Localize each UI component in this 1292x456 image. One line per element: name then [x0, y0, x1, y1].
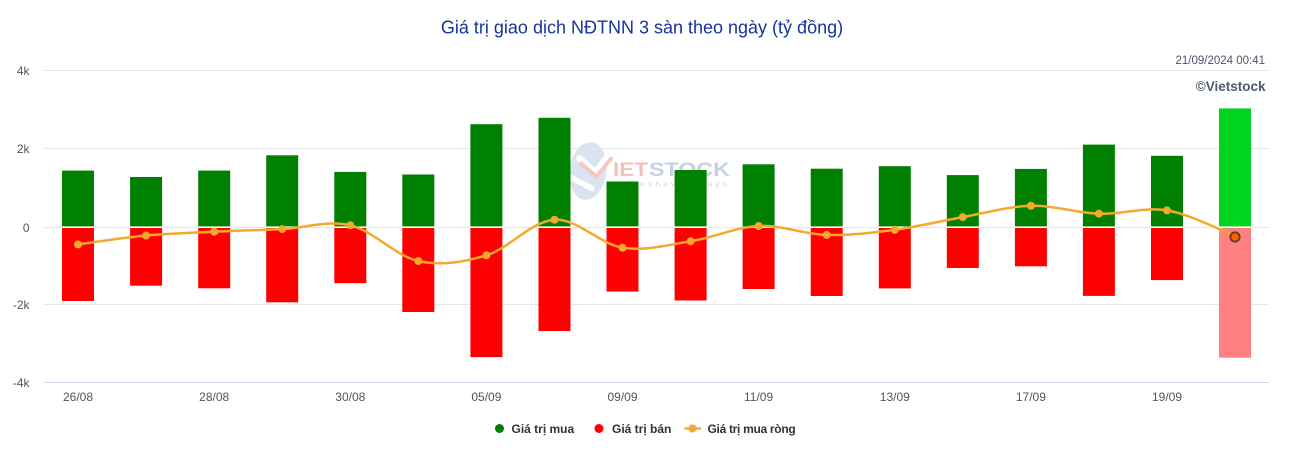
svg-text:4k: 4k: [17, 64, 31, 78]
svg-text:Giá trị giao dịch NĐTNN 3 sàn: Giá trị giao dịch NĐTNN 3 sàn theo ngày …: [441, 18, 843, 38]
svg-text:26/08: 26/08: [63, 390, 93, 404]
svg-text:21/09/2024 00:41: 21/09/2024 00:41: [1175, 55, 1265, 67]
svg-text:11/09: 11/09: [744, 390, 773, 404]
svg-text:13/09: 13/09: [880, 390, 910, 404]
svg-text:-4k: -4k: [13, 376, 31, 390]
svg-text:Giá trị mua: Giá trị mua: [512, 422, 575, 436]
svg-text:2k: 2k: [17, 142, 31, 156]
svg-text:19/09: 19/09: [1152, 390, 1182, 404]
svg-text:Giá trị bán: Giá trị bán: [612, 422, 671, 436]
svg-text:Giá trị mua ròng: Giá trị mua ròng: [708, 422, 796, 436]
svg-text:-2k: -2k: [13, 298, 31, 312]
svg-text:0: 0: [23, 221, 30, 235]
svg-text:©Vietstock: ©Vietstock: [1196, 79, 1266, 94]
svg-text:28/08: 28/08: [199, 390, 229, 404]
svg-text:17/09: 17/09: [1016, 390, 1046, 404]
svg-text:IET: IET: [613, 160, 648, 181]
svg-text:05/09: 05/09: [471, 390, 501, 404]
svg-text:09/09: 09/09: [607, 390, 637, 404]
svg-text:30/08: 30/08: [335, 390, 365, 404]
